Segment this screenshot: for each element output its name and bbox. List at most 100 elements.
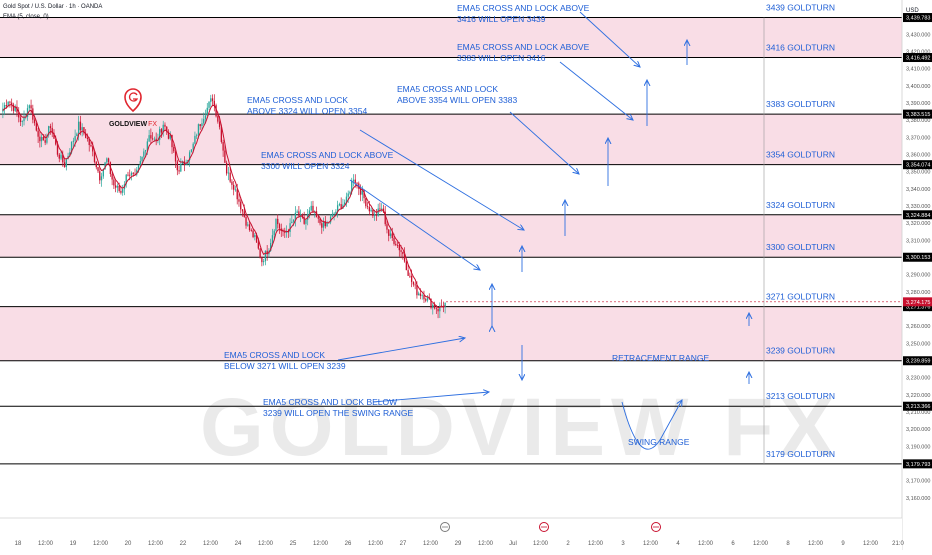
candle[interactable] xyxy=(247,221,249,227)
candle[interactable] xyxy=(321,220,323,234)
candle[interactable] xyxy=(143,148,145,161)
candle[interactable] xyxy=(418,291,420,296)
candle[interactable] xyxy=(354,174,356,188)
candle[interactable] xyxy=(365,197,367,209)
arrow-diag-3354[interactable] xyxy=(509,111,579,174)
candle[interactable] xyxy=(278,222,281,234)
candle[interactable] xyxy=(162,120,164,137)
candle[interactable] xyxy=(370,207,372,213)
candle[interactable] xyxy=(326,220,328,227)
candle[interactable] xyxy=(386,219,388,234)
candle[interactable] xyxy=(373,209,376,221)
candle[interactable] xyxy=(176,159,178,176)
candle[interactable] xyxy=(388,228,390,242)
candle[interactable] xyxy=(349,190,351,195)
candle[interactable] xyxy=(97,166,99,173)
candle[interactable] xyxy=(407,264,409,277)
candle[interactable] xyxy=(329,213,332,225)
candle[interactable] xyxy=(125,173,127,188)
candle[interactable] xyxy=(262,258,265,266)
candle[interactable] xyxy=(39,131,41,148)
candle[interactable] xyxy=(229,167,231,184)
candle[interactable] xyxy=(63,158,66,168)
candle[interactable] xyxy=(173,142,175,154)
candle[interactable] xyxy=(317,215,319,223)
candle[interactable] xyxy=(298,205,300,218)
candle[interactable] xyxy=(234,185,237,192)
candle[interactable] xyxy=(345,192,348,207)
candle[interactable] xyxy=(282,228,284,237)
candle[interactable] xyxy=(414,282,416,290)
candle[interactable] xyxy=(294,206,297,227)
candle[interactable] xyxy=(180,158,182,173)
candle[interactable] xyxy=(224,144,226,163)
candle[interactable] xyxy=(160,127,163,139)
candle[interactable] xyxy=(338,202,341,207)
candle[interactable] xyxy=(403,247,406,263)
candle[interactable] xyxy=(58,152,60,163)
candle[interactable] xyxy=(12,102,15,114)
candle[interactable] xyxy=(273,228,275,239)
candle[interactable] xyxy=(95,161,97,170)
candle[interactable] xyxy=(174,149,177,168)
candle[interactable] xyxy=(248,221,251,232)
candle[interactable] xyxy=(412,281,415,287)
candle[interactable] xyxy=(199,123,201,130)
candle[interactable] xyxy=(211,94,214,107)
candle[interactable] xyxy=(231,179,233,190)
candle[interactable] xyxy=(261,256,263,267)
candle[interactable] xyxy=(405,260,408,271)
candle[interactable] xyxy=(440,299,443,308)
candle[interactable] xyxy=(240,196,242,214)
candle[interactable] xyxy=(233,181,235,196)
candle[interactable] xyxy=(377,203,379,217)
arrow-diag-3300[interactable] xyxy=(349,179,480,270)
candle[interactable] xyxy=(72,137,75,147)
candle[interactable] xyxy=(155,132,157,146)
candle[interactable] xyxy=(305,218,307,230)
candle[interactable] xyxy=(106,157,108,165)
candle[interactable] xyxy=(21,120,23,127)
candle[interactable] xyxy=(444,302,446,314)
candle[interactable] xyxy=(266,245,268,261)
candle[interactable] xyxy=(225,160,228,176)
candle[interactable] xyxy=(123,181,126,196)
candle[interactable] xyxy=(169,131,171,141)
candle[interactable] xyxy=(336,200,339,218)
candle[interactable] xyxy=(23,110,25,126)
candle[interactable] xyxy=(319,217,321,226)
candle[interactable] xyxy=(389,227,392,239)
candle[interactable] xyxy=(130,171,133,181)
candle[interactable] xyxy=(134,168,136,175)
candle[interactable] xyxy=(296,209,298,214)
us-flag-icon[interactable] xyxy=(651,522,661,532)
candle[interactable] xyxy=(375,208,378,221)
candle[interactable] xyxy=(127,171,129,177)
candle[interactable] xyxy=(111,171,113,186)
candle[interactable] xyxy=(49,123,52,135)
candle[interactable] xyxy=(289,218,291,237)
candle[interactable] xyxy=(409,272,411,279)
arrow-diag-3239[interactable] xyxy=(372,392,489,403)
candle[interactable] xyxy=(308,207,311,219)
indicator-legend[interactable]: EMA (5, close, 0) xyxy=(3,14,49,20)
candle[interactable] xyxy=(113,176,115,189)
candle[interactable] xyxy=(310,201,312,212)
candle[interactable] xyxy=(277,214,279,229)
swing-curve-arrow[interactable] xyxy=(621,400,682,450)
candle[interactable] xyxy=(148,129,150,142)
candle[interactable] xyxy=(250,228,252,232)
candle[interactable] xyxy=(358,181,360,196)
candle[interactable] xyxy=(245,213,247,229)
current-price-tag[interactable]: 3,274.175 xyxy=(906,300,930,306)
candle[interactable] xyxy=(391,227,393,241)
candle[interactable] xyxy=(76,132,78,137)
candle[interactable] xyxy=(40,133,43,148)
candle[interactable] xyxy=(312,200,314,214)
candle[interactable] xyxy=(432,302,434,315)
candle[interactable] xyxy=(99,167,101,184)
candle[interactable] xyxy=(315,206,318,218)
candle[interactable] xyxy=(372,208,374,219)
candle[interactable] xyxy=(347,190,349,203)
candle[interactable] xyxy=(366,202,369,210)
